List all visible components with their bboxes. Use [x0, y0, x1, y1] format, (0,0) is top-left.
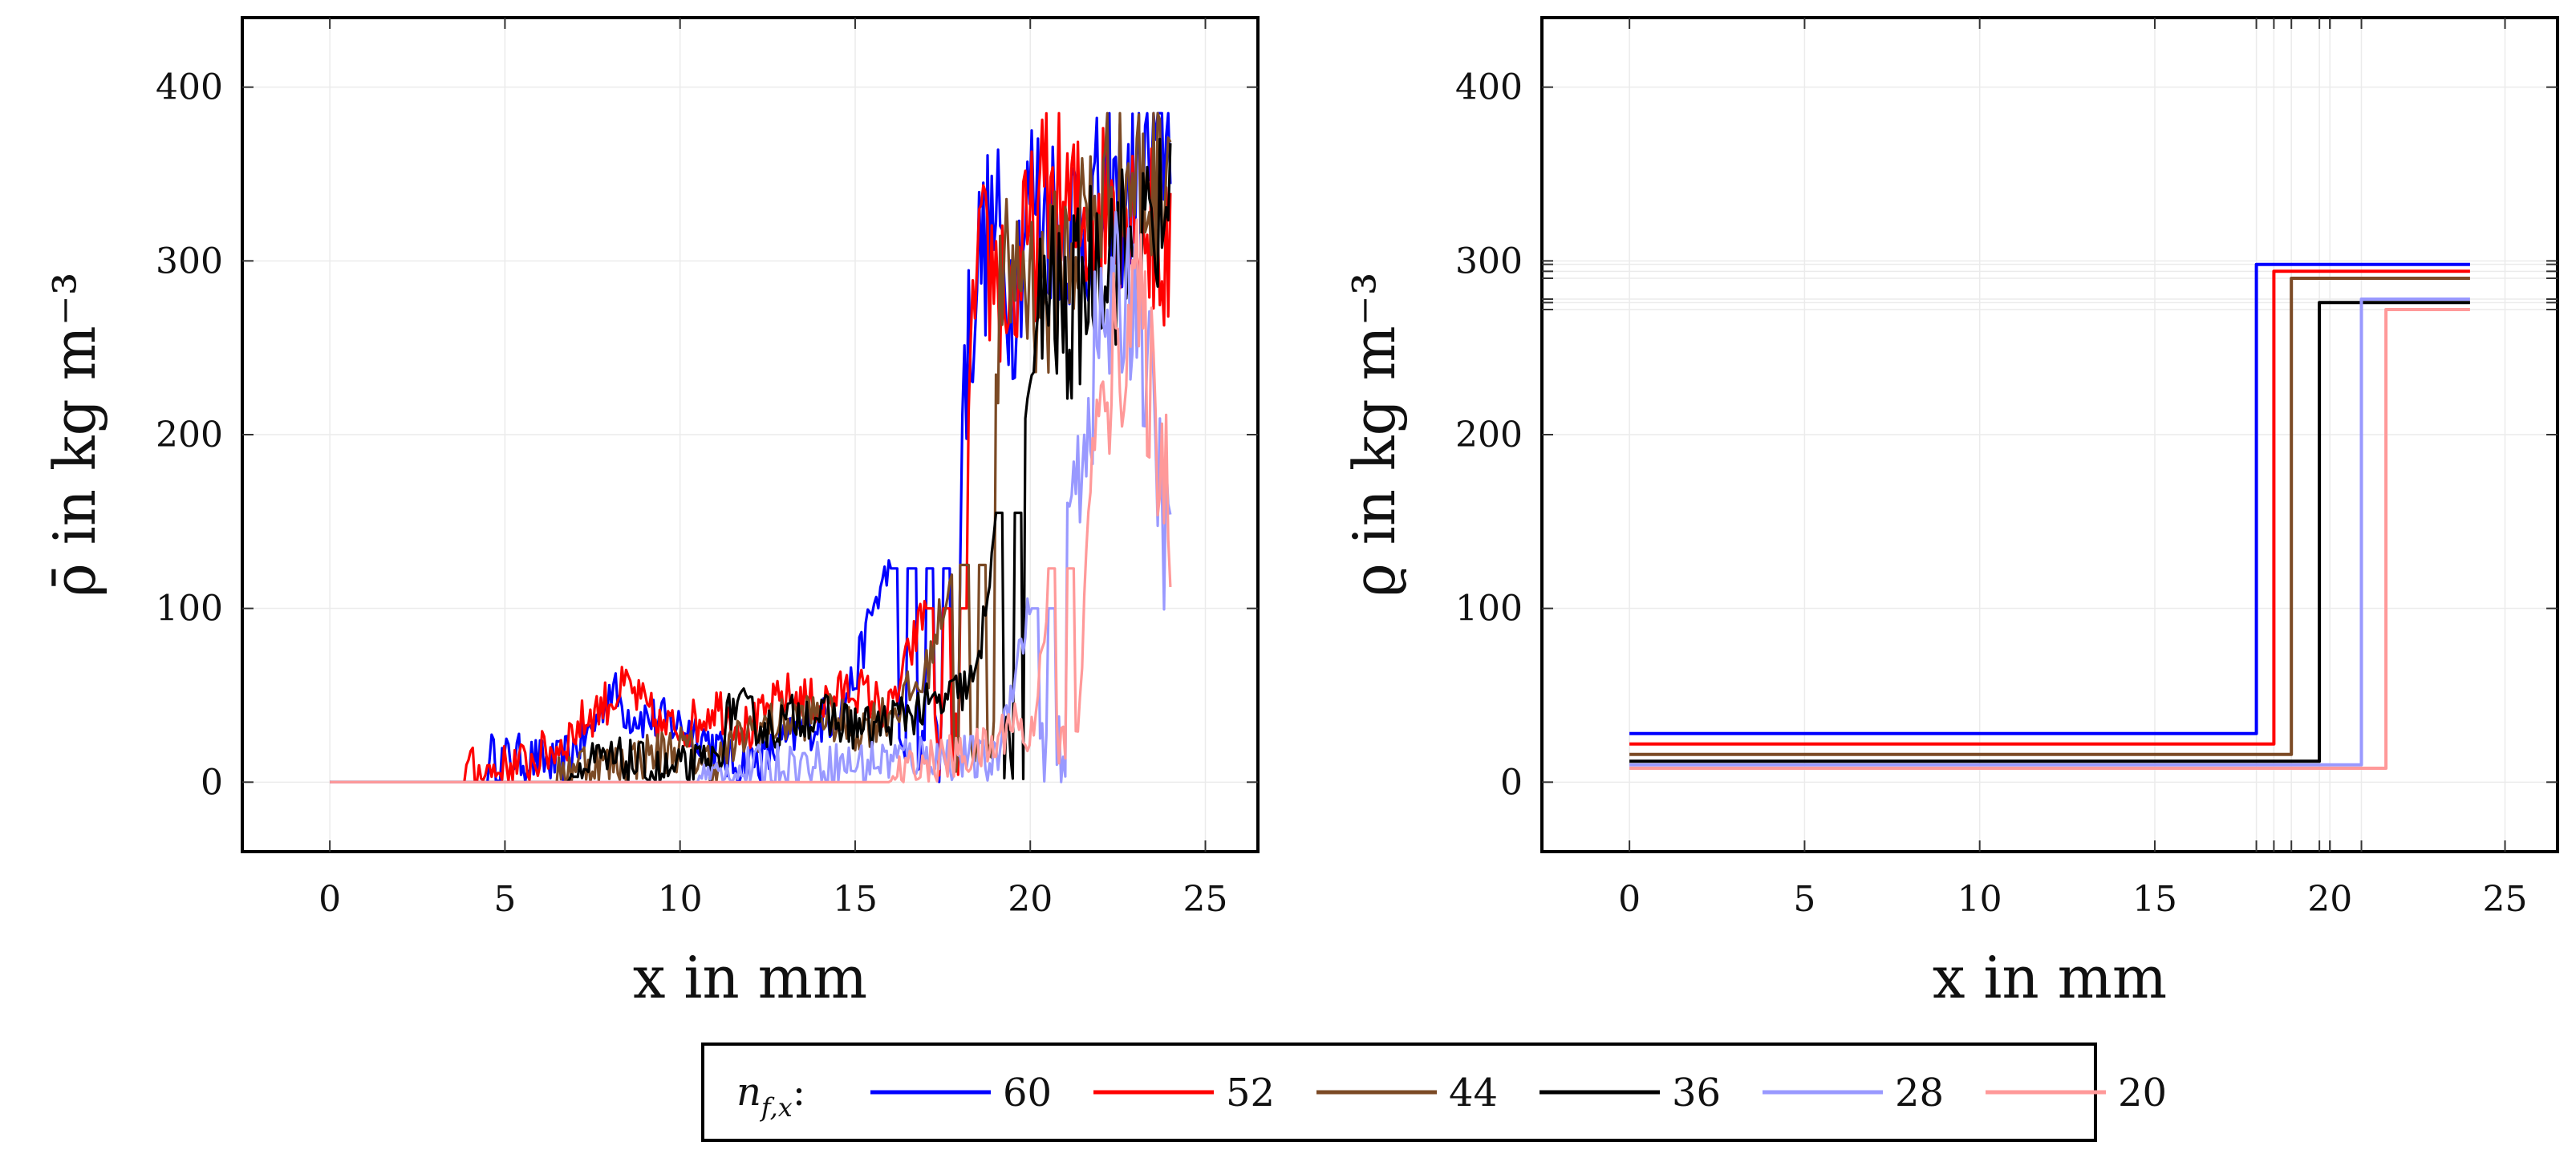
- left-series-group: [330, 111, 1172, 783]
- right-xtick-label: 20: [2307, 879, 2352, 920]
- right-xtick-label: 25: [2483, 879, 2528, 920]
- left-series-52: [330, 111, 1172, 783]
- right-xtick-label: 5: [1793, 879, 1815, 920]
- legend-label-28: 28: [1895, 1071, 1944, 1115]
- right-xlabel: x in mm: [1933, 944, 2167, 1011]
- left-ytick-label: 0: [201, 762, 223, 803]
- left-ylabel: ρ̄ in kg m⁻³: [41, 272, 108, 597]
- right-series-28: [1629, 298, 2470, 767]
- legend-label-52: 52: [1226, 1071, 1275, 1115]
- legend-label-60: 60: [1003, 1071, 1052, 1115]
- right-ytick-label: 300: [1455, 241, 1523, 281]
- left-xtick-label: 0: [318, 879, 341, 920]
- right-series-36: [1629, 301, 2470, 763]
- left-chart: 0 5 10 15 20 25 0 100 200 300 400 ρ̄ in kg m⁻³ x i…: [41, 16, 1260, 1011]
- left-ytick-label: 300: [156, 241, 223, 281]
- right-ytick-label: 400: [1455, 67, 1523, 108]
- legend-label-20: 20: [2118, 1071, 2167, 1115]
- left-ticks: 0 5 10 15 20 25 0 100 200 300 400: [156, 18, 1258, 920]
- legend: nf,x: 60 52 44 36 28 20: [701, 1043, 2167, 1142]
- left-ytick-label: 100: [156, 589, 223, 630]
- right-ytick-label: 0: [1500, 762, 1523, 803]
- right-ylabel: ϱ in kg m⁻³: [1341, 272, 1408, 597]
- right-series-60: [1629, 262, 2470, 735]
- left-series-36: [330, 137, 1172, 783]
- left-xtick-label: 15: [833, 879, 878, 920]
- legend-label-36: 36: [1672, 1071, 1721, 1115]
- right-ytick-label: 100: [1455, 589, 1523, 630]
- right-xtick-label: 10: [1957, 879, 2002, 920]
- right-series-group: [1629, 262, 2470, 770]
- legend-title: nf,x:: [736, 1070, 805, 1123]
- left-xtick-label: 25: [1183, 879, 1228, 920]
- left-xtick-label: 5: [493, 879, 516, 920]
- right-series-44: [1629, 277, 2470, 756]
- right-series-52: [1629, 269, 2470, 746]
- left-series-60: [330, 111, 1172, 783]
- right-grid: [1542, 18, 2558, 852]
- right-xtick-label: 15: [2132, 879, 2177, 920]
- legend-entries: 60 52 44 36 28 20: [870, 1071, 2167, 1115]
- right-series-20: [1629, 308, 2470, 770]
- left-xtick-label: 20: [1008, 879, 1053, 920]
- right-xtick-label: 0: [1618, 879, 1641, 920]
- right-ticks: 0 5 10 15 20 25 0 100 200 300 400: [1455, 18, 2558, 920]
- left-xlabel: x in mm: [633, 944, 867, 1011]
- legend-label-44: 44: [1449, 1071, 1498, 1115]
- left-series-20: [330, 218, 1172, 783]
- right-chart: 0 5 10 15 20 25 0 100 200 300 400 ϱ in kg m⁻³ x in…: [1341, 16, 2559, 1011]
- right-ytick-label: 200: [1455, 415, 1523, 455]
- left-ytick-label: 400: [156, 67, 223, 108]
- left-ytick-label: 200: [156, 415, 223, 455]
- left-xtick-label: 10: [658, 879, 703, 920]
